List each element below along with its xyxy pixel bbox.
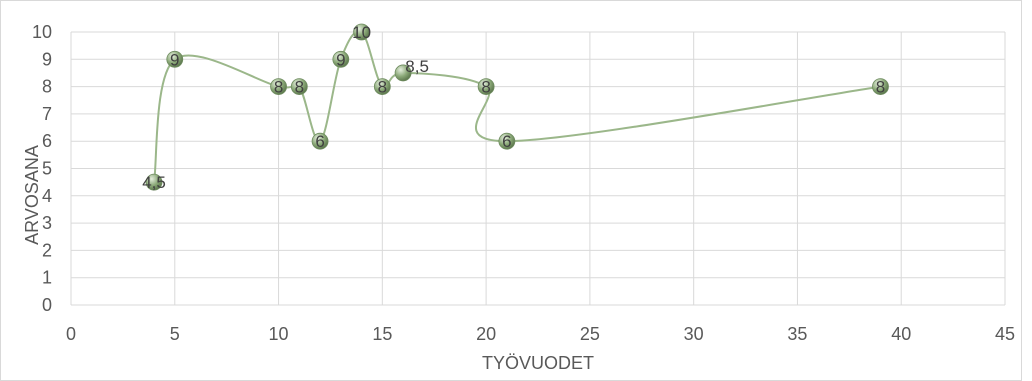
data-label: 6: [502, 132, 511, 151]
y-tick-label: 1: [42, 268, 52, 288]
y-axis-title: ARVOSANA: [22, 145, 42, 245]
x-tick-label: 0: [66, 324, 76, 344]
data-point: [290, 78, 308, 95]
data-label: 8: [378, 78, 387, 97]
x-tick-label: 20: [476, 324, 496, 344]
data-point: [872, 78, 889, 95]
data-label: 4,5: [142, 173, 166, 192]
data-point: [373, 78, 391, 95]
x-tick-label: 25: [580, 324, 600, 344]
y-tick-label: 0: [42, 295, 52, 315]
data-point: [270, 78, 287, 95]
x-tick-label: 15: [372, 324, 392, 344]
x-tick-label: 10: [269, 324, 289, 344]
x-tick-label: 5: [170, 324, 180, 344]
y-tick-label: 10: [32, 22, 52, 42]
y-tick-label: 2: [42, 240, 52, 260]
y-tick-label: 7: [42, 104, 52, 124]
data-point: [394, 64, 412, 82]
data-label: 9: [170, 50, 179, 69]
series-line: [153, 30, 881, 183]
data-label: 8: [481, 78, 490, 97]
data-label: 6: [315, 132, 324, 151]
series-curve: [153, 30, 881, 183]
data-point: [477, 78, 495, 95]
x-tick-label: 45: [995, 324, 1015, 344]
x-tick-label: 30: [684, 324, 704, 344]
data-point: [498, 132, 516, 150]
y-tick-label: 6: [42, 131, 52, 151]
data-markers: [145, 23, 889, 191]
data-point: [332, 50, 350, 68]
grid-lines: [70, 31, 1006, 306]
data-label: 8: [295, 78, 304, 97]
y-tick-label: 5: [42, 159, 52, 179]
data-label: 10: [352, 23, 371, 42]
data-label: 9: [336, 50, 345, 69]
y-tick-label: 9: [42, 49, 52, 69]
x-tick-label: 35: [787, 324, 807, 344]
data-label: 8,5: [405, 57, 429, 76]
data-point: [145, 173, 163, 191]
data-point: [311, 132, 329, 150]
y-tick-label: 8: [42, 77, 52, 97]
x-tick-label: 40: [891, 324, 911, 344]
y-tick-label: 4: [42, 186, 52, 206]
y-tick-label: 3: [42, 213, 52, 233]
x-axis-title: TYÖVUODET: [482, 353, 594, 373]
data-label: 8: [274, 78, 283, 97]
data-label: 8: [876, 78, 885, 97]
data-point: [166, 50, 184, 68]
data-point: [353, 23, 370, 41]
